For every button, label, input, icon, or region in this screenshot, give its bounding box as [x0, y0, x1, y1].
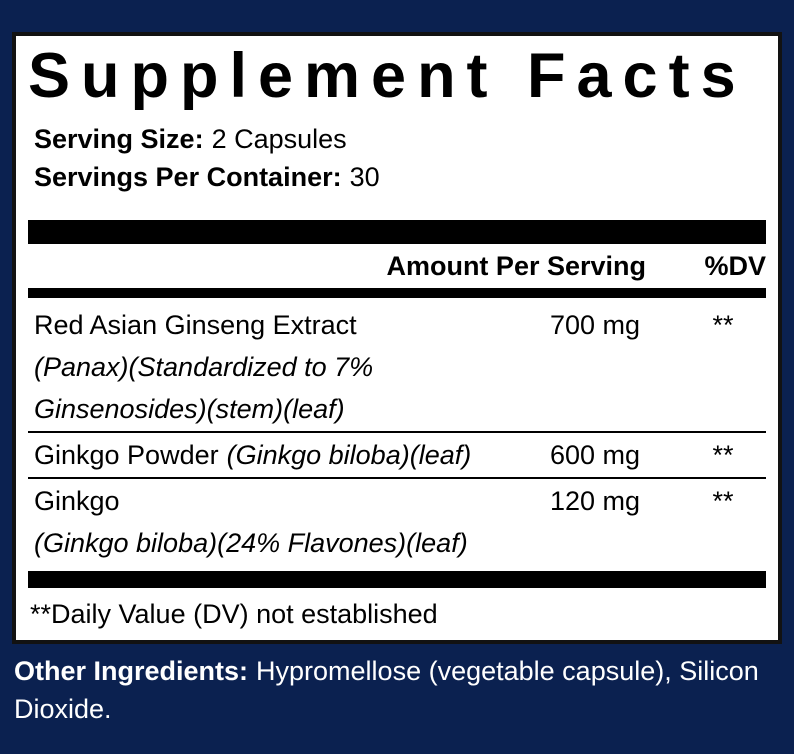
- servings-per-container-line: Servings Per Container: 30: [34, 158, 766, 196]
- ingredient-row-ginkgo-powder: Ginkgo Powder (Ginkgo biloba)(leaf) 600 m…: [28, 433, 766, 477]
- panel-title: Supplement Facts: [28, 41, 747, 111]
- serving-size-line: Serving Size: 2 Capsules: [34, 120, 766, 158]
- ingredient-row-ginkgo: Ginkgo 120 mg ** (Ginkgo biloba)(24% Fla…: [28, 479, 766, 565]
- ingredient-name: Ginkgo: [34, 486, 120, 516]
- ingredient-amount: 120 mg: [550, 486, 641, 516]
- divider-bar-top: [28, 220, 766, 244]
- servings-per-container-label: Servings Per Container:: [34, 162, 342, 192]
- serving-info: Serving Size: 2 Capsules Servings Per Con…: [34, 120, 766, 196]
- other-ingredients: Other Ingredients: Hypromellose (vegetabl…: [14, 652, 780, 728]
- ingredient-row-red-asian-ginseng: Red Asian Ginseng Extract 700 mg ** (Pan…: [28, 298, 766, 431]
- ingredient-dv: **: [712, 310, 734, 340]
- ingredient-main-line: Ginkgo 120 mg **: [28, 480, 766, 522]
- row-separator: [28, 477, 766, 479]
- ingredient-main-line: Red Asian Ginseng Extract 700 mg **: [28, 304, 766, 346]
- ingredient-amount: 700 mg: [550, 310, 641, 340]
- ingredient-dv: **: [712, 486, 734, 516]
- servings-per-container-value: 30: [349, 162, 380, 192]
- ingredient-detail-line: Ginsenosides)(stem)(leaf): [34, 394, 345, 424]
- divider-bar-header: [28, 288, 766, 298]
- other-ingredients-value: Hypromellose (vegetable capsule), Silico…: [14, 656, 759, 724]
- ingredient-name: Ginkgo Powder (Ginkgo biloba)(leaf): [28, 434, 550, 476]
- col-header-amount-per-serving: Amount Per Serving: [386, 250, 646, 281]
- ingredient-main-line: Ginkgo Powder (Ginkgo biloba)(leaf) 600 m…: [28, 434, 766, 476]
- col-header-percent-dv: %DV: [704, 250, 766, 281]
- ingredient-detail-line: (Ginkgo biloba)(24% Flavones)(leaf): [34, 528, 468, 558]
- ingredient-amount: 600 mg: [550, 440, 641, 470]
- ingredient-name-botanical: (Ginkgo biloba)(leaf): [226, 440, 472, 470]
- column-header-row: Amount Per Serving %DV: [28, 244, 766, 288]
- ingredient-detail-line: (Panax)(Standardized to 7%: [34, 352, 374, 382]
- row-separator: [28, 431, 766, 433]
- supplement-facts-panel: Supplement Facts Serving Size: 2 Capsules…: [12, 32, 782, 644]
- serving-size-label: Serving Size:: [34, 124, 204, 154]
- ingredient-name-plain: Ginkgo Powder: [34, 440, 219, 470]
- ingredient-dv: **: [712, 440, 734, 470]
- serving-size-value: 2 Capsules: [211, 124, 347, 154]
- divider-bar-bottom: [28, 571, 766, 588]
- ingredient-name: Red Asian Ginseng Extract: [34, 310, 357, 340]
- other-ingredients-label: Other Ingredients:: [14, 656, 249, 686]
- daily-value-footnote: **Daily Value (DV) not established: [30, 599, 438, 629]
